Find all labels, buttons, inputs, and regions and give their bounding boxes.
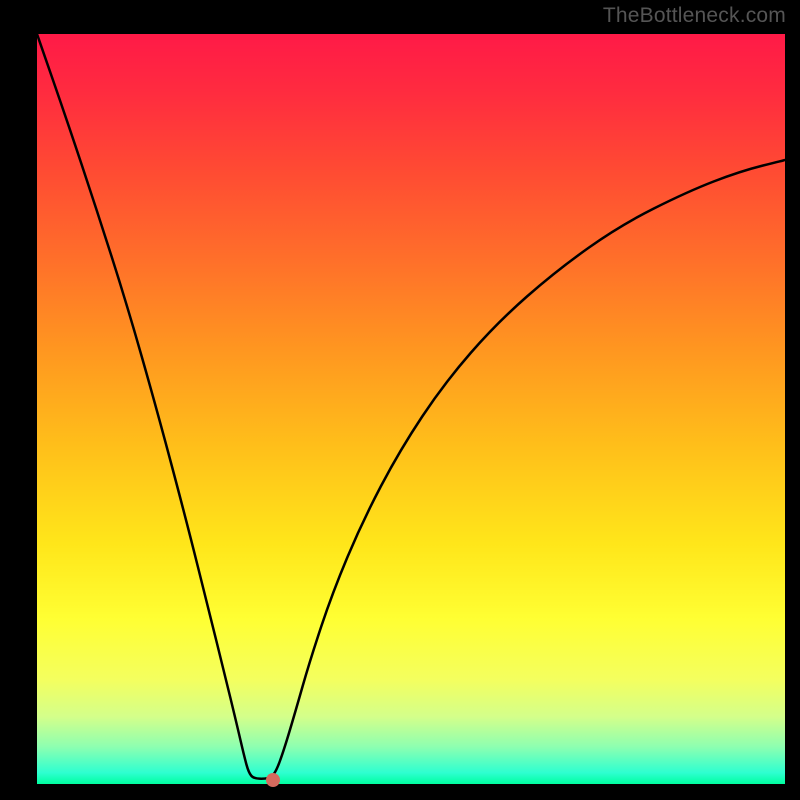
gradient-background: [37, 34, 785, 784]
chart-stage: TheBottleneck.com: [0, 0, 800, 800]
plot-area: [35, 32, 783, 782]
valley-marker-dot: [266, 773, 280, 787]
watermark-text: TheBottleneck.com: [603, 4, 786, 28]
